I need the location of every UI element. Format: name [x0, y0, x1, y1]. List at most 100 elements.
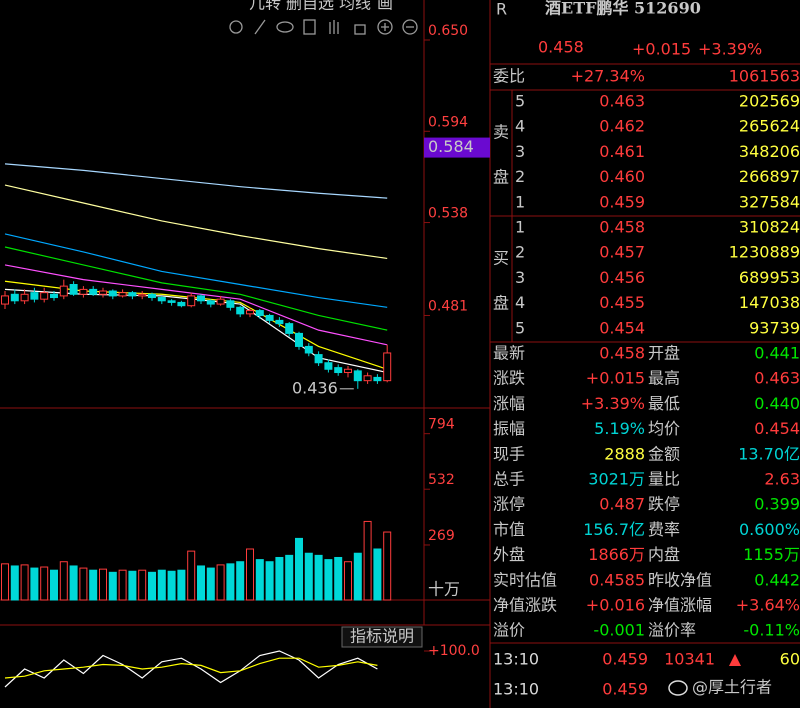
stat-label: 净值涨跌 [493, 596, 557, 615]
title: 酒ETF鹏华 512690 [545, 0, 701, 18]
ma-line [4, 246, 388, 331]
y-tick-label: 0.594 [428, 114, 468, 130]
level-volume: 93739 [749, 318, 800, 337]
volume-bar [148, 571, 156, 601]
stat-label: 最高 [648, 369, 680, 388]
candle-body [187, 295, 196, 307]
level-price: 0.458 [599, 218, 645, 237]
stat-label: 最新 [493, 344, 525, 363]
trade-cell: 0.459 [602, 680, 648, 699]
stat-label: 量比 [648, 470, 680, 489]
y-tick-label: +100.0 [428, 643, 480, 659]
candle-body [363, 375, 372, 382]
volume-unit: 十万 [428, 580, 460, 599]
level-price: 0.460 [599, 167, 645, 186]
candle-body [157, 297, 166, 302]
candle-body [295, 332, 303, 347]
candle-body [89, 288, 98, 295]
stat-label: 最低 [648, 394, 680, 413]
stat-label: 涨幅 [493, 394, 525, 413]
volume-bar [226, 563, 235, 601]
stat-value: 0.441 [754, 344, 800, 363]
low-label: 0.436 [292, 378, 338, 397]
stat-label: 外盘 [493, 545, 525, 564]
y-tick-label: 269 [428, 528, 455, 544]
level-volume: 348206 [739, 142, 800, 161]
volume-bar [344, 561, 352, 601]
ma-line [4, 163, 388, 199]
level: 5 [515, 318, 525, 337]
candle-body [118, 292, 127, 297]
y-tick-label: 794 [428, 417, 455, 433]
stat-label: 内盘 [648, 545, 680, 564]
level-volume: 689953 [739, 268, 800, 287]
level: 5 [515, 92, 525, 111]
toolbar-icons[interactable] [229, 19, 418, 35]
ma-line [4, 233, 388, 308]
candle-body [314, 354, 323, 364]
volume-bar [10, 565, 19, 601]
watermark-icon [668, 680, 688, 696]
level-price: 0.461 [599, 142, 645, 161]
indicator-line [4, 657, 378, 679]
trade-cell: 13:10 [493, 650, 539, 669]
level-volume: 202569 [739, 92, 800, 111]
stat-value: +0.015 [586, 369, 645, 388]
level-price: 0.462 [599, 117, 645, 136]
indicator-button[interactable] [341, 626, 423, 648]
candle-body [108, 290, 117, 297]
volume-bar [50, 569, 58, 601]
candle-body [197, 295, 205, 302]
y-tick-label: 0.481 [428, 298, 468, 314]
stat-label: 费率 [648, 520, 680, 539]
volume-bar [324, 559, 333, 601]
stat-value: 1866万 [588, 545, 645, 564]
badge: R [496, 0, 507, 19]
volume-bar [383, 531, 392, 601]
stat-label: 金额 [648, 444, 680, 463]
candle-body [383, 352, 392, 382]
y-tick-label: 532 [428, 472, 455, 488]
candle-body [344, 368, 352, 374]
toolbar-item: 几转 [249, 0, 281, 13]
trade-cell: 0.459 [602, 650, 648, 669]
candle-body [226, 300, 235, 308]
stat-value: +3.64% [736, 596, 800, 615]
volume-bar [30, 567, 39, 601]
candle-body [1, 295, 9, 305]
candle-body [334, 367, 343, 374]
stat-label: 均价 [648, 419, 680, 438]
candle-body [373, 376, 382, 382]
stat-value: -0.11% [743, 621, 800, 640]
volume-bar [167, 570, 176, 601]
volume-bar [295, 537, 303, 601]
stat-value: 0.454 [754, 419, 800, 438]
ratio-diff: 1061563 [729, 67, 800, 86]
level-volume: 1230889 [729, 243, 800, 262]
level: 3 [515, 142, 525, 161]
sell-label: 盘 [493, 168, 509, 187]
stat-label: 振幅 [493, 419, 525, 438]
buy-label: 买 [493, 249, 509, 268]
sell-label: 卖 [493, 123, 509, 142]
candle-body [304, 345, 313, 354]
level: 1 [515, 192, 525, 211]
buy-label: 盘 [493, 294, 509, 313]
volume-bar [108, 571, 117, 601]
candle-body [285, 323, 294, 334]
ma-line [4, 184, 388, 260]
candle-body [20, 293, 29, 302]
stat-value: 0.440 [754, 394, 800, 413]
level-price: 0.457 [599, 243, 645, 262]
trade-cell: 10341 [664, 650, 715, 669]
ratio-label: 委比 [493, 67, 525, 86]
volume-bar [275, 556, 284, 601]
level-price: 0.454 [599, 318, 645, 337]
candle-body [30, 292, 39, 300]
candle-body [99, 290, 107, 295]
indicator-line [4, 650, 378, 688]
stat-value: 2888 [604, 444, 645, 463]
volume-bar [197, 565, 205, 601]
level: 4 [515, 293, 525, 312]
